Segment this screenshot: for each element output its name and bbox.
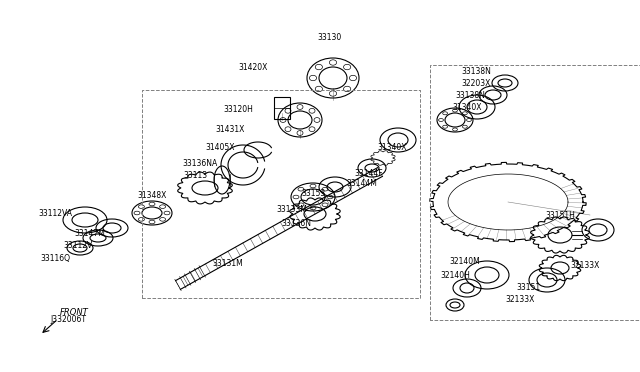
Text: 31340X: 31340X [377,144,407,153]
Text: 33116Q: 33116Q [40,253,70,263]
Text: 32140H: 32140H [440,272,470,280]
Text: 31405X: 31405X [205,144,235,153]
Text: 33130: 33130 [318,33,342,42]
Text: 31340X: 31340X [452,103,482,112]
Text: 32140M: 32140M [450,257,481,266]
Text: 33138N: 33138N [461,67,491,77]
Text: 31420X: 31420X [238,64,268,73]
Text: 33120H: 33120H [223,106,253,115]
Bar [274,97,290,119]
Text: 33151H: 33151H [545,211,575,219]
Text: 33153: 33153 [302,189,326,199]
Text: 33131M: 33131M [212,260,243,269]
Text: 33112V: 33112V [63,241,93,250]
Text: FRONT: FRONT [60,308,89,317]
Text: J332006T: J332006T [50,315,86,324]
Text: 33144M: 33144M [347,179,378,187]
Text: 31348X: 31348X [138,192,166,201]
Text: 33133M: 33133M [276,205,307,215]
Text: 33151: 33151 [516,283,540,292]
Text: 33138N: 33138N [455,90,485,99]
Text: 32203X: 32203X [461,78,491,87]
Text: 33136NA: 33136NA [182,158,218,167]
Text: 33144F: 33144F [355,169,383,177]
Text: 33112VA: 33112VA [38,208,72,218]
Text: 31431X: 31431X [215,125,244,135]
Text: 32133X: 32133X [570,260,600,269]
Text: 33113: 33113 [183,171,207,180]
Text: 33147M: 33147M [75,230,106,238]
Text: 32133X: 32133X [506,295,534,305]
Text: 33136N: 33136N [281,219,311,228]
